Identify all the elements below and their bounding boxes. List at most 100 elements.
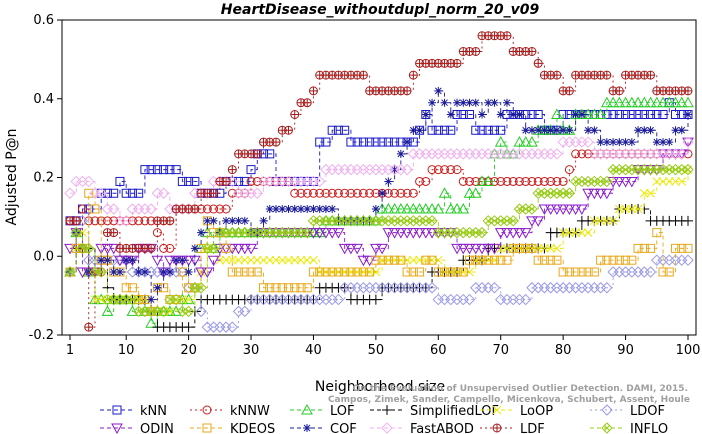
data-point <box>270 228 282 239</box>
data-point <box>159 268 168 276</box>
data-point <box>540 244 549 253</box>
data-point <box>232 226 245 238</box>
data-point <box>621 138 630 147</box>
data-point <box>558 176 568 186</box>
data-point <box>652 138 661 147</box>
data-point <box>577 110 586 119</box>
legend-marker <box>601 422 613 434</box>
x-axis-label: Neighborhood size <box>315 379 445 395</box>
x-tick-label: 90 <box>617 343 634 358</box>
data-point <box>677 243 687 253</box>
data-point <box>682 254 694 266</box>
legend-entry-knnw: kNNW <box>190 404 270 419</box>
data-point <box>401 202 413 214</box>
data-point <box>246 176 256 186</box>
data-point <box>584 126 593 135</box>
data-point <box>283 283 293 293</box>
data-point <box>134 216 144 226</box>
data-point <box>328 205 337 213</box>
data-point <box>153 283 162 292</box>
data-point <box>496 125 506 135</box>
legend-marker <box>301 403 313 415</box>
data-point <box>590 216 599 226</box>
data-point <box>83 175 95 188</box>
data-point <box>664 177 674 186</box>
data-point <box>271 255 281 265</box>
legend-entry-knn: kNN <box>100 404 167 419</box>
data-point <box>563 187 576 199</box>
data-point <box>340 125 350 135</box>
data-point <box>115 176 125 186</box>
data-point <box>571 228 580 237</box>
data-point <box>646 110 656 119</box>
data-point <box>265 149 275 159</box>
data-point <box>309 255 318 265</box>
data-point <box>657 149 669 160</box>
data-point <box>390 165 399 174</box>
legend-label: ODIN <box>140 422 174 434</box>
data-point <box>515 110 524 119</box>
y-tick-label: -0.2 <box>29 328 54 343</box>
data-point <box>527 126 536 135</box>
data-point <box>646 243 656 253</box>
data-point <box>140 216 150 226</box>
data-point <box>477 255 487 265</box>
data-point <box>227 267 237 277</box>
data-point <box>596 216 605 226</box>
data-point <box>327 267 337 277</box>
data-point <box>326 228 339 239</box>
data-point <box>128 256 137 265</box>
data-point <box>488 243 501 255</box>
data-point <box>533 110 543 119</box>
y-tick-label: 0.0 <box>33 249 54 264</box>
data-point <box>477 125 487 135</box>
data-point <box>207 242 220 255</box>
data-point <box>476 243 488 255</box>
data-point <box>184 268 193 276</box>
data-point <box>669 163 682 176</box>
data-point <box>602 255 612 265</box>
data-point <box>265 283 275 293</box>
series-knn <box>65 98 693 226</box>
data-point <box>358 188 368 198</box>
data-point <box>552 70 562 80</box>
data-point <box>390 137 400 147</box>
series-fastabod <box>64 136 694 227</box>
data-point <box>315 137 325 147</box>
data-point <box>657 96 669 108</box>
data-point <box>471 255 481 265</box>
data-point <box>159 165 169 175</box>
data-point <box>521 126 530 135</box>
legend-label: LDF <box>520 422 545 434</box>
data-point <box>514 243 524 253</box>
data-point <box>509 110 518 119</box>
data-point <box>519 293 532 306</box>
data-point <box>234 188 244 198</box>
data-point <box>64 266 76 278</box>
x-tick-label: 30 <box>243 343 260 358</box>
data-point <box>463 187 476 198</box>
legend-entry-fastabod: FastABOD <box>370 422 474 434</box>
data-point <box>271 176 281 186</box>
data-point <box>183 322 194 333</box>
data-point <box>483 255 493 265</box>
data-point <box>395 215 407 227</box>
data-point <box>551 204 563 216</box>
data-point <box>165 268 174 276</box>
legend-entry-odin: ODIN <box>100 422 174 434</box>
data-point <box>427 165 437 175</box>
data-point <box>290 205 299 213</box>
data-point <box>476 175 488 186</box>
data-point <box>320 214 332 226</box>
data-point <box>296 255 306 265</box>
data-point <box>627 138 636 147</box>
data-point <box>377 255 387 265</box>
data-point <box>172 256 181 265</box>
data-point <box>426 202 438 214</box>
data-point <box>453 98 462 107</box>
data-point <box>402 267 412 277</box>
data-point <box>658 267 668 277</box>
data-point <box>527 243 537 253</box>
data-point <box>252 255 262 265</box>
data-point <box>195 267 207 279</box>
